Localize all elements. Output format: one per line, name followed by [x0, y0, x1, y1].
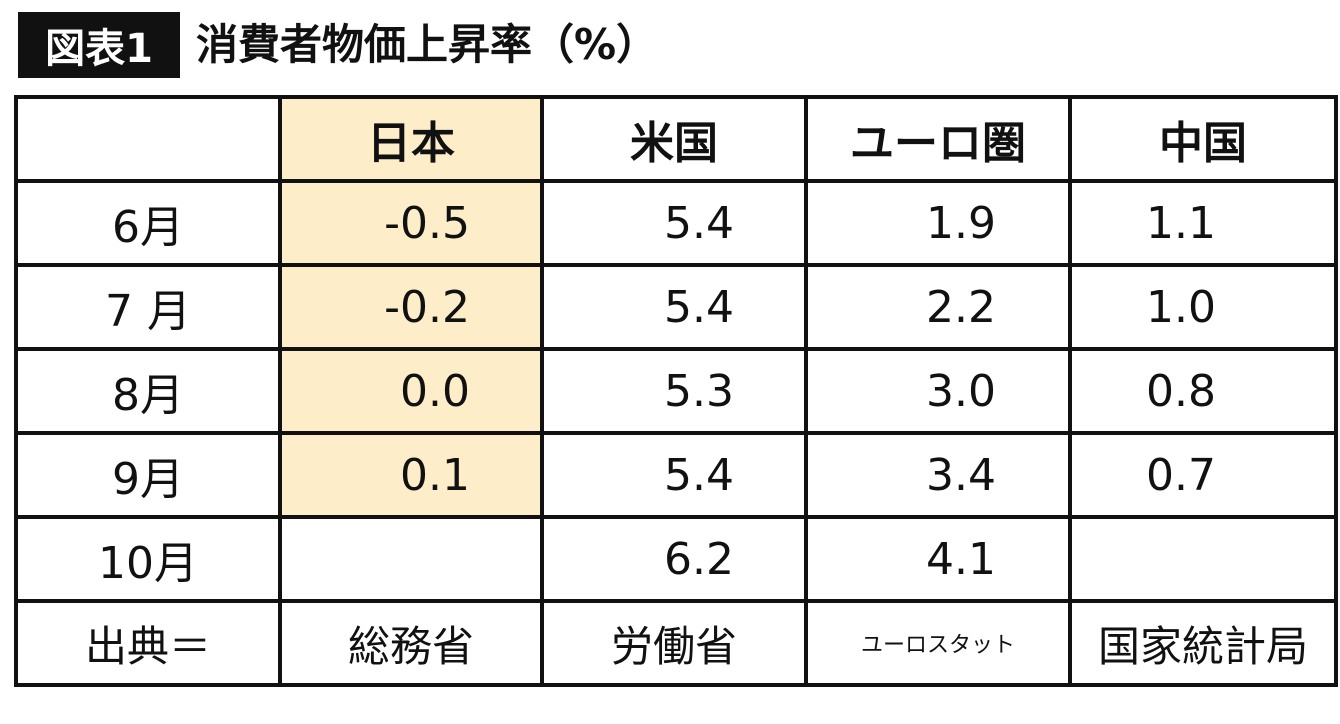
value-cell: -0.5	[278, 179, 544, 267]
source-cell: 総務省	[278, 599, 544, 687]
corner-cell	[14, 95, 282, 183]
data-row: 8月 0.0 5.3 3.0 0.8	[14, 347, 1338, 435]
figure-title: 消費者物価上昇率（%）	[196, 20, 659, 69]
value-cell: 3.4	[804, 431, 1072, 519]
value-cell	[1068, 515, 1338, 603]
value-cell: 0.0	[278, 347, 544, 435]
value-cell: 5.3	[540, 347, 808, 435]
value-cell: 5.4	[540, 263, 808, 351]
column-header: 米国	[540, 95, 808, 183]
source-row: 出典＝ 総務省 労働省 ユーロスタット 国家統計局	[14, 599, 1338, 687]
data-row: 10月 6.2 4.1	[14, 515, 1338, 603]
value-cell: -0.2	[278, 263, 544, 351]
row-label: 9月	[14, 431, 282, 519]
cpi-table: 日本 米国 ユーロ圏 中国 6月 -0.5 5.4 1.9 1.1 7 月 -0.2 5.4 2.2 1…	[14, 95, 1338, 687]
header-row: 日本 米国 ユーロ圏 中国	[14, 95, 1338, 183]
figure-badge: 図表1	[18, 12, 180, 78]
row-label: 8月	[14, 347, 282, 435]
value-cell: 5.4	[540, 431, 808, 519]
value-cell	[278, 515, 544, 603]
data-row: 6月 -0.5 5.4 1.9 1.1	[14, 179, 1338, 267]
row-label: 6月	[14, 179, 282, 267]
value-cell: 1.9	[804, 179, 1072, 267]
source-cell: 国家統計局	[1068, 599, 1338, 687]
column-header: 中国	[1068, 95, 1338, 183]
value-cell: 1.1	[1068, 179, 1338, 267]
value-cell: 3.0	[804, 347, 1072, 435]
value-cell: 0.8	[1068, 347, 1338, 435]
row-label: 7 月	[14, 263, 282, 351]
source-cell: 労働省	[540, 599, 808, 687]
source-cell: ユーロスタット	[804, 599, 1072, 687]
data-row: 7 月 -0.2 5.4 2.2 1.0	[14, 263, 1338, 351]
column-header: 日本	[278, 95, 544, 183]
source-cell: 出典＝	[14, 599, 282, 687]
value-cell: 4.1	[804, 515, 1072, 603]
value-cell: 5.4	[540, 179, 808, 267]
value-cell: 0.1	[278, 431, 544, 519]
value-cell: 1.0	[1068, 263, 1338, 351]
column-header: ユーロ圏	[804, 95, 1072, 183]
value-cell: 0.7	[1068, 431, 1338, 519]
data-row: 9月 0.1 5.4 3.4 0.7	[14, 431, 1338, 519]
row-label: 10月	[14, 515, 282, 603]
value-cell: 2.2	[804, 263, 1072, 351]
value-cell: 6.2	[540, 515, 808, 603]
